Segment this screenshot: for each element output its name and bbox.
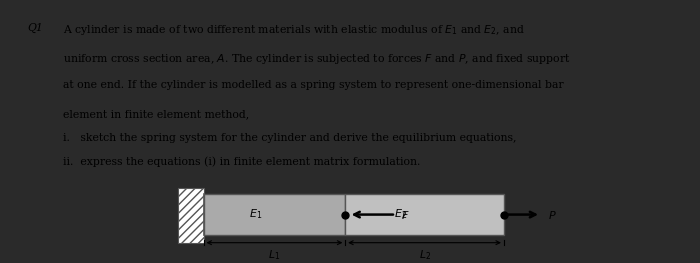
Text: $L_2$: $L_2$	[419, 249, 430, 262]
Text: ii.  express the equations (i) in finite element matrix formulation.: ii. express the equations (i) in finite …	[63, 156, 421, 167]
Text: at one end. If the cylinder is modelled as a spring system to represent one-dime: at one end. If the cylinder is modelled …	[63, 80, 564, 90]
Text: $P$: $P$	[547, 209, 556, 221]
Bar	[345, 194, 504, 235]
Text: element in finite element method,: element in finite element method,	[63, 109, 249, 119]
Text: A cylinder is made of two different materials with elastic modulus of $E_1$ and : A cylinder is made of two different mate…	[63, 23, 525, 37]
Text: $F$: $F$	[401, 209, 410, 221]
Text: $E_1$: $E_1$	[249, 208, 262, 221]
Text: uniform cross section area, $A$. The cylinder is subjected to forces $F$ and $P$: uniform cross section area, $A$. The cyl…	[63, 52, 570, 65]
Text: $L_1$: $L_1$	[268, 249, 281, 262]
Text: Q1: Q1	[27, 23, 43, 33]
Bar	[178, 188, 204, 243]
Text: $E_2$: $E_2$	[394, 208, 407, 221]
Bar	[204, 194, 345, 235]
Text: i.   sketch the spring system for the cylinder and derive the equilibrium equati: i. sketch the spring system for the cyli…	[63, 133, 517, 143]
